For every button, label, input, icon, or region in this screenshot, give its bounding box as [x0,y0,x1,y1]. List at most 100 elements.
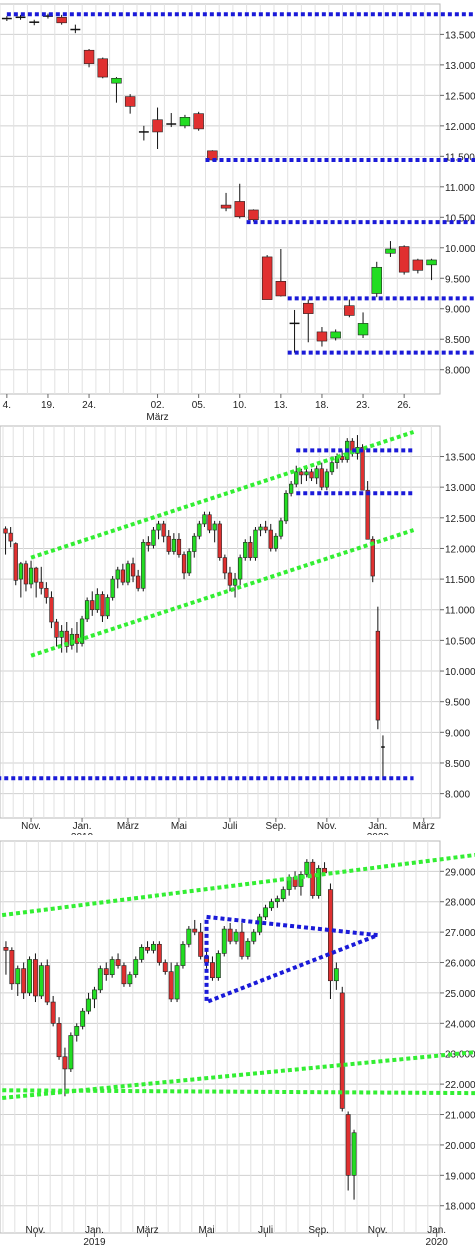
candle-body [111,77,122,84]
candle-body [385,248,396,254]
candle-body [207,514,212,531]
y-tick-label: 9.500 [445,274,470,285]
candle-body [192,928,198,933]
x-tick-label: 10. [233,400,247,411]
candle-body [263,907,268,918]
y-tick-label: 26.000 [445,959,475,970]
candle-body [18,563,23,580]
candle-body [330,331,341,339]
candle-body [344,305,355,316]
candle-body [121,965,127,985]
candle-body [39,581,44,589]
candle-body [152,119,163,133]
daily-candlestick-chart: 8.000 8.500 9.000 9.500 10.000 10.500 11.000 11… [0,0,475,420]
y-tick-label: 12.000 [445,122,475,133]
x-tick-label: Jan. [427,1225,446,1236]
candle-body [141,542,146,589]
y-tick-label: 8.500 [445,335,470,346]
candle-body [127,974,133,985]
candle-body [21,968,27,994]
y-tick-label: 22.000 [445,1080,475,1091]
candle-body [210,962,215,979]
x-tick-label: 18. [315,400,329,411]
candle-body [232,578,238,586]
candle-body [299,471,304,476]
candle-body [360,447,365,491]
candle-body [192,535,197,552]
x-tick-label: 05. [192,400,206,411]
candle-body [59,630,64,638]
x-sub-label: 2019 [83,1237,106,1248]
candle-body [92,989,97,1000]
candle-body [316,867,322,896]
candle-body [8,532,13,542]
candle-body [56,1023,62,1058]
y-tick-label: 18.000 [445,1202,475,1213]
candle-body [110,578,115,598]
candle-body [303,302,314,314]
candle-body [319,468,324,488]
candle-body [56,17,67,24]
candle-body [280,889,286,899]
candle-body [345,1114,351,1176]
weekly-index-chart-svg: 18.000 19.000 20.000 21.000 22.000 23.000 24.0… [0,840,475,1248]
candle-body [28,567,34,585]
candle-body [139,947,145,960]
x-tick-label: Juli [258,1225,273,1236]
candle-body [161,523,166,537]
candle-body [245,940,251,957]
y-tick-label: 10.000 [445,244,475,255]
candle-body [289,483,294,494]
x-tick-label: Mai [171,821,187,832]
candle-body [202,514,207,525]
y-tick-label: 10.000 [445,667,475,678]
candle-body [74,1026,80,1036]
x-tick-label: 26. [397,400,411,411]
candle-body [261,256,273,300]
candle-body [120,569,125,583]
candle-body [215,953,221,979]
x-tick-label: Nov. [21,821,41,832]
x-tick-label: März [117,821,139,832]
weekly-index-candlestick-chart: 18.000 19.000 20.000 21.000 22.000 23.000 24.0… [0,835,475,1250]
candle-body [263,526,268,531]
y-tick-label: 25.000 [445,989,475,1000]
candle-body [197,523,202,537]
candle-body [179,117,191,127]
candle-body [133,959,139,975]
x-tick-label: 19. [41,400,55,411]
x-sub-label: 2020 [426,1237,449,1248]
x-tick-label: 4. [3,400,11,411]
candle-body [278,520,284,537]
candle-body [283,492,289,522]
candle-body [86,998,91,1012]
candle-body [298,874,304,887]
candle-body [83,49,95,64]
candle-body [95,594,100,611]
y-tick-label: 10.500 [445,636,475,647]
candle-body [304,471,309,476]
candle-body [166,535,171,552]
y-tick-label: 11.500 [445,152,475,163]
x-tick-label: Nov. [26,1225,46,1236]
x-tick-label: 02. [151,400,165,411]
x-tick-label: 13. [274,400,288,411]
candle-body [33,959,38,997]
candle-body [193,113,204,130]
candle-body [171,538,176,552]
x-sub-label: 2020 [367,832,390,835]
candle-body [85,600,90,620]
candle-body [68,1035,74,1070]
candle-body [251,931,257,942]
x-tick-label: Sep. [308,1225,329,1236]
candle-body [54,621,59,638]
y-tick-label: 9.000 [445,305,470,316]
candle-body [227,928,233,942]
candle-body [269,901,274,909]
candle-body [339,992,345,1109]
candle-body [258,526,263,531]
candle-body [3,528,8,534]
y-tick-label: 29.000 [445,867,475,878]
y-tick-label: 28.000 [445,898,475,909]
candle-body [351,1132,357,1176]
